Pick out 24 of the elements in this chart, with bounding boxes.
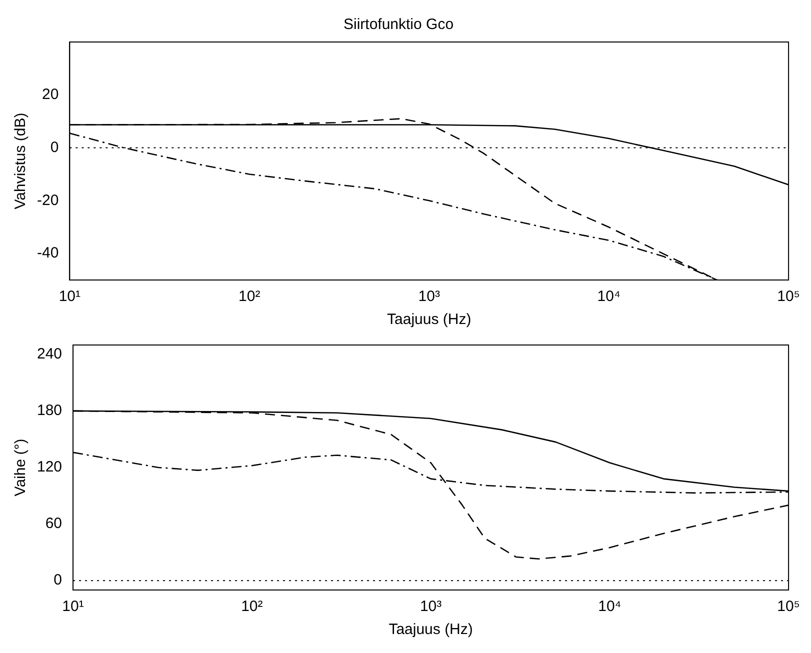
y-axis-title: Vahvistus (dB) [12, 112, 30, 210]
x-tick-label: 10⁵ [777, 598, 800, 616]
y-tick-label: 240 [36, 346, 62, 363]
x-axis-title: Taajuus (Hz) [388, 621, 473, 638]
y-tick-label: 0 [54, 572, 62, 589]
y-tick-label: 180 [36, 402, 62, 420]
y-tick-label: 20 [42, 86, 59, 104]
y-tick-label: 60 [45, 515, 62, 532]
y-tick-label: 0 [50, 138, 59, 156]
chart-title: Siirtofunktio Gco [343, 16, 454, 34]
x-tick-label: 10⁵ [777, 288, 800, 306]
x-tick-label: 10⁴ [597, 288, 620, 306]
y-tick-label: 120 [36, 458, 62, 476]
x-tick-label: 10² [241, 598, 263, 616]
x-tick-label: 10¹ [62, 598, 84, 616]
x-axis-title: Taajuus (Hz) [387, 311, 472, 328]
y-tick-label: -40 [36, 244, 59, 262]
x-tick-label: 10³ [420, 598, 442, 616]
y-axis-title: Vaihe (°) [12, 438, 30, 496]
x-tick-label: 10¹ [58, 288, 81, 306]
x-tick-label: 10⁴ [598, 598, 622, 616]
y-tick-label: -20 [36, 192, 59, 209]
x-tick-label: 10² [238, 288, 260, 306]
x-tick-label: 10³ [418, 288, 440, 306]
